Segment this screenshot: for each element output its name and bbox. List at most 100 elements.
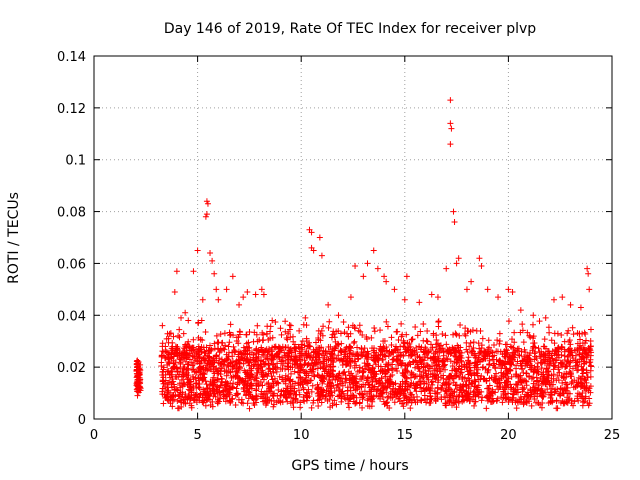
data-point <box>450 375 457 382</box>
data-point <box>185 361 192 368</box>
data-point <box>262 347 269 354</box>
data-point <box>403 375 410 382</box>
data-point <box>487 350 494 357</box>
data-point <box>552 356 559 363</box>
data-point <box>168 368 175 375</box>
chart-title: Day 146 of 2019, Rate Of TEC Index for r… <box>164 21 536 37</box>
data-point <box>180 330 187 337</box>
data-point <box>265 348 272 355</box>
data-point <box>251 376 258 383</box>
data-point <box>190 336 197 343</box>
data-point <box>361 360 368 367</box>
data-point <box>393 356 400 363</box>
data-point <box>523 358 530 365</box>
data-point <box>447 358 454 365</box>
data-point <box>465 383 472 390</box>
data-point <box>260 376 267 383</box>
data-point <box>201 371 208 378</box>
data-point <box>549 399 556 406</box>
data-point <box>322 349 329 356</box>
data-point <box>315 403 322 410</box>
data-point <box>209 257 216 264</box>
data-point <box>195 319 202 326</box>
data-point <box>412 385 419 392</box>
data-point <box>285 360 292 367</box>
data-point <box>178 398 185 405</box>
data-point <box>165 397 172 404</box>
data-point <box>220 391 227 398</box>
data-point <box>496 330 503 337</box>
data-point <box>453 260 460 267</box>
data-point <box>266 365 273 372</box>
data-point <box>480 351 487 358</box>
y-tick-label: 0.02 <box>57 361 86 376</box>
data-point <box>581 375 588 382</box>
data-point <box>468 278 475 285</box>
data-point <box>551 350 558 357</box>
data-point <box>451 218 458 225</box>
data-point <box>371 345 378 352</box>
data-point <box>233 390 240 397</box>
data-point <box>291 344 298 351</box>
data-point <box>363 333 370 340</box>
data-point <box>261 361 268 368</box>
data-point <box>463 286 470 293</box>
data-point <box>475 391 482 398</box>
data-point <box>232 358 239 365</box>
data-point <box>184 361 191 368</box>
data-point <box>227 321 234 328</box>
data-point <box>446 372 453 379</box>
data-point <box>451 352 458 359</box>
data-point <box>576 351 583 358</box>
data-point <box>166 379 173 386</box>
data-point <box>274 379 281 386</box>
data-point <box>227 359 234 366</box>
data-point <box>375 363 382 370</box>
data-point <box>360 349 367 356</box>
data-point <box>523 398 530 405</box>
data-point <box>254 365 261 372</box>
data-point <box>435 358 442 365</box>
data-point <box>518 379 525 386</box>
data-point <box>231 347 238 354</box>
data-point <box>468 372 475 379</box>
data-point <box>464 390 471 397</box>
data-point <box>189 373 196 380</box>
data-point <box>164 353 171 360</box>
data-point <box>447 97 454 104</box>
data-point <box>505 375 512 382</box>
data-point <box>351 364 358 371</box>
data-point <box>314 385 321 392</box>
data-point <box>278 331 285 338</box>
y-tick-label: 0.14 <box>57 50 86 65</box>
data-point <box>174 397 181 404</box>
data-point <box>383 384 390 391</box>
data-point <box>584 373 591 380</box>
data-point <box>540 373 547 380</box>
data-point <box>292 395 299 402</box>
data-point <box>434 365 441 372</box>
data-point <box>382 373 389 380</box>
data-point <box>331 334 338 341</box>
data-point <box>239 355 246 362</box>
data-point <box>490 398 497 405</box>
data-point <box>342 396 349 403</box>
data-point <box>349 392 356 399</box>
data-point <box>494 337 501 344</box>
data-point <box>471 378 478 385</box>
data-point <box>236 301 243 308</box>
data-point <box>296 350 303 357</box>
data-point <box>345 400 352 407</box>
data-point <box>275 380 282 387</box>
data-point <box>273 368 280 375</box>
data-point <box>184 375 191 382</box>
data-point <box>335 341 342 348</box>
data-point <box>480 364 487 371</box>
data-point <box>286 377 293 384</box>
data-point <box>202 329 209 336</box>
data-point <box>160 400 167 407</box>
data-point <box>420 337 427 344</box>
data-point <box>243 389 250 396</box>
data-point <box>178 380 185 387</box>
data-point <box>447 120 454 127</box>
